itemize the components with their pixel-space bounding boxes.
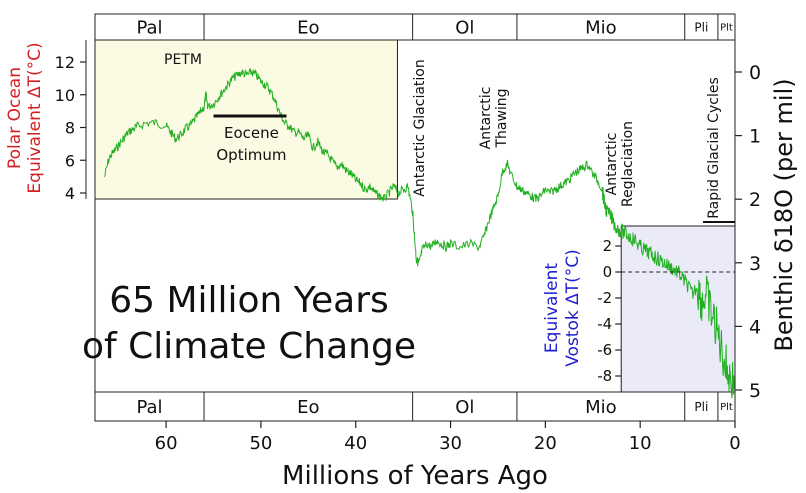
epoch-bottom-label-plt: Plt <box>720 402 733 413</box>
right-tick-label-4: 4 <box>749 316 761 338</box>
polar-tick-label-10: 10 <box>55 86 75 105</box>
annotation-optimum: Optimum <box>216 146 286 164</box>
x-tick-label-0: 0 <box>729 433 740 454</box>
polar-panel <box>94 39 398 200</box>
epoch-top-label-pli: Pli <box>694 20 708 34</box>
epoch-bottom-bar <box>94 391 736 422</box>
epoch-bottom-label-eo: Eo <box>297 397 319 418</box>
vostok-axis-label-line1: Equivalent <box>542 263 562 353</box>
annotation-rapid-glacial-cycles: Rapid Glacial Cycles <box>706 77 722 219</box>
annotation-antarctic-glaciation: Antarctic Glaciation <box>412 59 428 197</box>
polar-tick-label-4: 4 <box>65 184 75 203</box>
right-axis-label: Benthic δ18O (per mil) <box>770 78 798 351</box>
right-tick-label-5: 5 <box>749 380 761 402</box>
right-tick-label-1: 1 <box>749 126 761 148</box>
epoch-top-label-ol: Ol <box>455 17 474 38</box>
vostok-tick-label--6: -6 <box>597 341 612 359</box>
polar-axis-label-line2: Equivalent ΔT(°C) <box>25 42 45 193</box>
benthic-d18o-line <box>104 68 736 399</box>
x-tick-label-20: 20 <box>534 433 557 454</box>
epoch-bottom-label-pli: Pli <box>694 400 708 414</box>
vostok-tick-label--2: -2 <box>597 289 612 307</box>
annotation-antarctic-reglaciation-2: Reglaciation <box>620 121 636 207</box>
vostok-panel <box>620 225 736 393</box>
epoch-top-bar <box>94 13 736 41</box>
vostok-axis-label-line2: Vostok ΔT(°C) <box>563 249 583 367</box>
right-tick-label-2: 2 <box>749 189 761 211</box>
x-tick-label-60: 60 <box>155 433 178 454</box>
right-tick-label-0: 0 <box>749 62 761 84</box>
epoch-bottom-label-mio: Mio <box>585 397 617 418</box>
epoch-top-label-mio: Mio <box>585 17 617 38</box>
x-tick-label-40: 40 <box>344 433 367 454</box>
annotation-antarctic-thawing-2: Thawing <box>494 88 510 148</box>
vostok-tick-label--8: -8 <box>597 367 612 385</box>
right-tick-label-3: 3 <box>749 253 761 275</box>
annotation-petm: PETM <box>164 52 202 68</box>
x-tick-label-10: 10 <box>629 433 652 454</box>
annotation-antarctic-reglaciation-1: Antarctic <box>604 133 620 196</box>
epoch-top-label-plt: Plt <box>720 23 733 34</box>
x-tick-label-30: 30 <box>439 433 462 454</box>
polar-tick-label-12: 12 <box>55 53 75 72</box>
annotation-antarctic-thawing-1: Antarctic <box>478 87 494 150</box>
chart-title-line1: 65 Million Years <box>109 280 389 321</box>
polar-tick-label-8: 8 <box>65 119 75 138</box>
vostok-tick-label-0: 0 <box>603 263 613 281</box>
polar-tick-label-6: 6 <box>65 151 75 170</box>
epoch-bottom-label-ol: Ol <box>455 397 474 418</box>
vostok-tick-label-2: 2 <box>603 237 613 255</box>
x-axis-label: Millions of Years Ago <box>282 461 548 491</box>
x-tick-label-50: 50 <box>249 433 272 454</box>
annotation-eocene: Eocene <box>224 124 279 142</box>
chart-title-line2: of Climate Change <box>82 326 416 367</box>
epoch-top-label-pal: Pal <box>136 17 162 38</box>
vostok-tick-label--4: -4 <box>597 315 612 333</box>
epoch-top-label-eo: Eo <box>297 17 319 38</box>
epoch-bottom-label-pal: Pal <box>136 397 162 418</box>
polar-axis-label-line1: Polar Ocean <box>5 67 25 169</box>
